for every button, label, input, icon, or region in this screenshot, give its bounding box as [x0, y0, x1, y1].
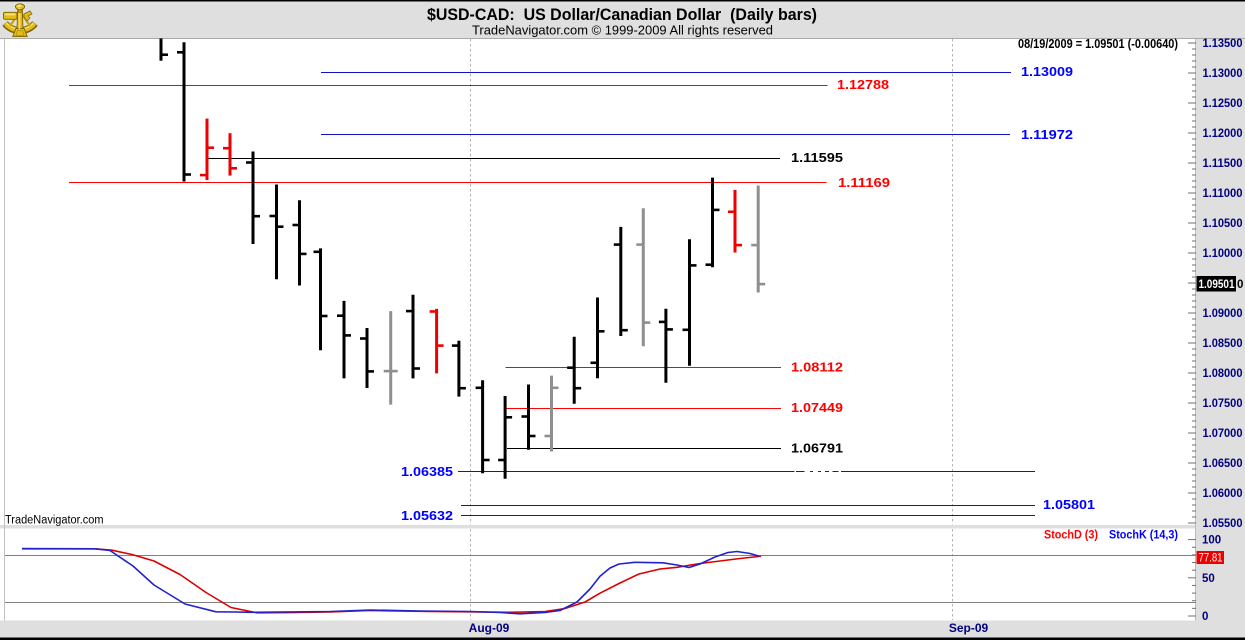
svg-text:1.12000: 1.12000	[1203, 128, 1243, 140]
svg-text:1.07449: 1.07449	[791, 400, 843, 415]
svg-text:1.05801: 1.05801	[1043, 497, 1095, 512]
svg-text:1.11500: 1.11500	[1203, 158, 1243, 170]
svg-text:1.11000: 1.11000	[1203, 188, 1243, 200]
svg-text:TradeNavigator.com: TradeNavigator.com	[5, 515, 104, 527]
svg-text:1.11972: 1.11972	[1021, 127, 1073, 142]
svg-text:1.06000: 1.06000	[1203, 488, 1243, 500]
svg-text:StochD (3): StochD (3)	[1044, 528, 1098, 542]
svg-text:1.09000: 1.09000	[1203, 308, 1243, 320]
svg-text:1.06791: 1.06791	[791, 441, 843, 456]
svg-text:1.07000: 1.07000	[1203, 428, 1243, 440]
svg-text:Sep-09: Sep-09	[949, 621, 989, 635]
svg-text:1.13009: 1.13009	[1021, 64, 1073, 79]
svg-text:1.05500: 1.05500	[1203, 518, 1243, 530]
svg-text:1.05632: 1.05632	[401, 508, 453, 523]
svg-text:StochK (14,3): StochK (14,3)	[1109, 528, 1178, 542]
svg-text:1.08000: 1.08000	[1203, 368, 1243, 380]
svg-text:1.06385: 1.06385	[401, 464, 453, 479]
svg-text:1.11169: 1.11169	[838, 175, 890, 190]
svg-text:1.13000: 1.13000	[1203, 68, 1243, 80]
svg-text:1.10500: 1.10500	[1203, 218, 1243, 230]
svg-text:1.08500: 1.08500	[1203, 338, 1243, 350]
svg-text:1.12788: 1.12788	[837, 77, 889, 92]
svg-text:TradeNavigator.com © 1999-2009: TradeNavigator.com © 1999-2009 All right…	[472, 24, 773, 38]
svg-text:0: 0	[1237, 279, 1243, 291]
svg-text:77.81: 77.81	[1199, 553, 1223, 565]
svg-text:1.08112: 1.08112	[791, 360, 843, 375]
svg-text:100: 100	[1202, 535, 1221, 547]
svg-text:1.09501: 1.09501	[1199, 279, 1236, 291]
svg-text:08/19/2009 = 1.09501 (-0.00640: 08/19/2009 = 1.09501 (-0.00640)	[1018, 37, 1178, 51]
svg-text:$USD-CAD: US Dollar/Canadian: $USD-CAD: US Dollar/Canadian Dollar (Dai…	[427, 5, 817, 24]
svg-text:Aug-09: Aug-09	[469, 621, 510, 635]
svg-text:0: 0	[1202, 611, 1208, 623]
svg-text:1.10000: 1.10000	[1203, 248, 1243, 260]
svg-text:50: 50	[1202, 573, 1215, 585]
svg-text:1.12500: 1.12500	[1203, 98, 1243, 110]
svg-text:1.13500: 1.13500	[1203, 38, 1243, 50]
svg-text:1.11595: 1.11595	[791, 150, 843, 165]
svg-text:1.06500: 1.06500	[1203, 458, 1243, 470]
svg-text:1.07500: 1.07500	[1203, 398, 1243, 410]
